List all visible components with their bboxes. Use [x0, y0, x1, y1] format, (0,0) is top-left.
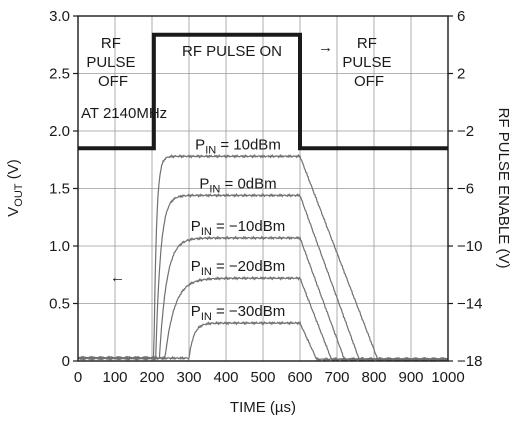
y-tick-label: 2.0: [49, 123, 70, 140]
x-tick-label: 400: [213, 369, 238, 386]
x-tick-label: 600: [287, 369, 312, 386]
pin-label-4: PIN = −30dBm: [191, 303, 285, 323]
vout-curves: [77, 153, 449, 362]
x-tick-label: 700: [324, 369, 349, 386]
x-tick-label: 900: [398, 369, 423, 386]
x-tick-label: 500: [250, 369, 275, 386]
y2-tick-label: −6: [457, 181, 474, 198]
series-line-4: [77, 320, 449, 362]
rf-pulse-on-label: RF PULSE ON: [182, 43, 282, 60]
y-tick-label: 2.5: [49, 66, 70, 83]
pin-labels: PIN = 10dBm PIN = 0dBm PIN = −10dBm PIN = −…: [191, 136, 285, 323]
pin-label-0: PIN = 10dBm: [195, 136, 281, 156]
frequency-label: AT 2140MHz: [81, 105, 167, 122]
y-tick-label: 0: [62, 353, 70, 370]
x-tick-label: 200: [139, 369, 164, 386]
y-tick-label: 1.0: [49, 238, 70, 255]
x-tick-label: 0: [74, 369, 82, 386]
x-axis-title: TIME (µs): [230, 399, 296, 416]
y2-tick-label: −14: [457, 296, 482, 313]
rf-pulse-enable-trace: [78, 32, 448, 151]
y-tick-label: 3.0: [49, 8, 70, 25]
y2-axis-title: RF PULSE ENABLE (V): [495, 108, 510, 269]
pin-label-3: PIN = −20dBm: [191, 258, 285, 278]
x-tick-label: 1000: [431, 369, 464, 386]
tick-labels: 0 100 200 300 400 500 600 700 800 900 1000 0 0.5 1.0 1…: [49, 8, 482, 386]
y2-tick-label: −2: [457, 123, 474, 140]
rf-off-left-label: RF PULSE OFF: [86, 35, 139, 90]
rf-off-right-label: RF PULSE OFF: [342, 35, 395, 90]
plot-frame: [77, 15, 449, 362]
x-tick-label: 100: [102, 369, 127, 386]
y-tick-label: 0.5: [49, 296, 70, 313]
y-axis-title: VOUT (V): [5, 159, 25, 216]
y-tick-label: 1.5: [49, 181, 70, 198]
y2-tick-label: 6: [457, 8, 465, 25]
pin-label-1: PIN = 0dBm: [199, 175, 276, 195]
y2-tick-label: 2: [457, 66, 465, 83]
pulse-enable-line: [78, 32, 448, 151]
y2-tick-label: −10: [457, 238, 482, 255]
pin-label-2: PIN = −10dBm: [191, 218, 285, 238]
y2-tick-label: −18: [457, 353, 482, 370]
pulse-arrow-right: →: [318, 39, 333, 56]
x-tick-label: 300: [176, 369, 201, 386]
x-tick-label: 800: [361, 369, 386, 386]
pulse-arrow-left: ←: [110, 269, 125, 286]
